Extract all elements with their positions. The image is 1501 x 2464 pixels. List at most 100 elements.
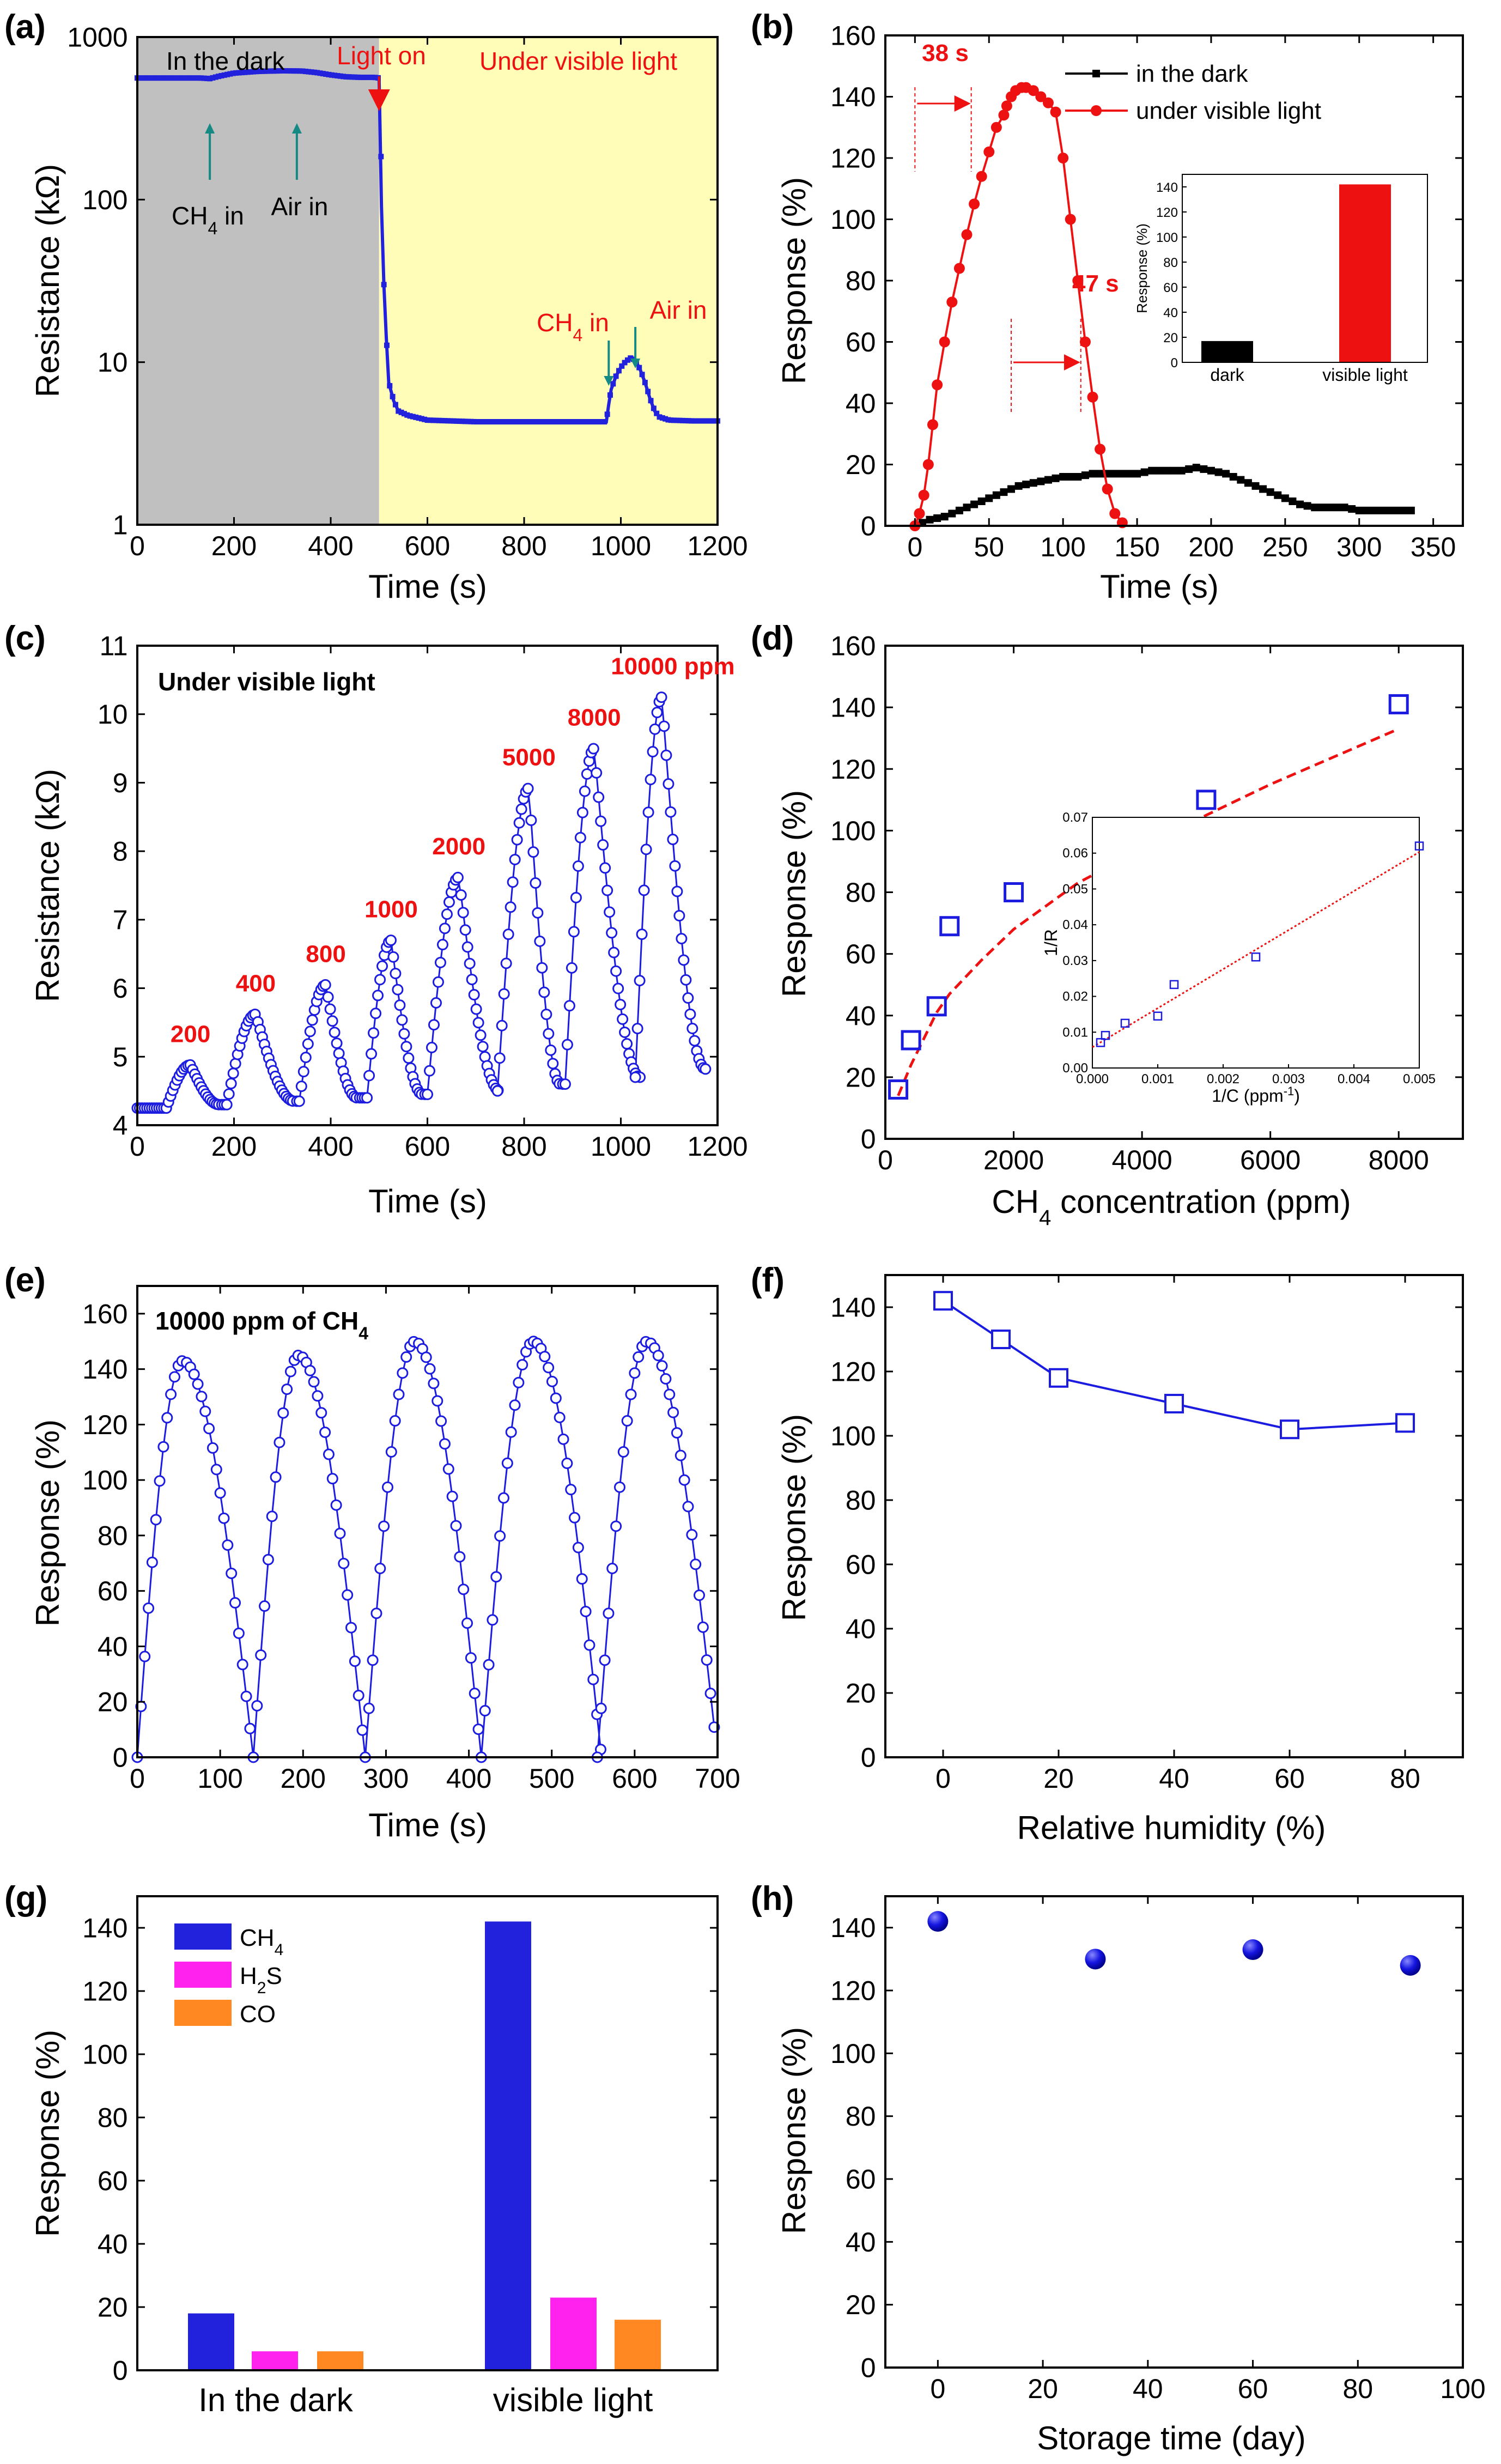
data-marker: [329, 1027, 341, 1039]
data-marker: [338, 1557, 350, 1569]
data-marker: [378, 154, 384, 160]
data-marker: [652, 1350, 664, 1362]
data-marker: [143, 1602, 155, 1614]
data-marker: [599, 419, 604, 425]
data-marker: [457, 907, 469, 919]
data-marker: [445, 418, 451, 424]
light-marker: [1050, 106, 1061, 118]
data-marker: [229, 1597, 241, 1609]
recovery-time-label: 47 s: [1072, 270, 1119, 297]
plot-frame: [136, 1285, 719, 1758]
data-marker: [157, 75, 163, 81]
data-marker: [168, 1371, 180, 1383]
data-marker: [527, 846, 539, 858]
data-marker: [550, 1392, 562, 1404]
y-tick-label: 100: [82, 1465, 127, 1496]
inset-y-tick-label: 20: [1163, 331, 1178, 345]
data-marker: [472, 1723, 484, 1735]
data-marker: [933, 1291, 953, 1311]
data-marker: [306, 69, 312, 75]
data-marker: [343, 74, 349, 80]
data-marker: [584, 1639, 595, 1651]
data-marker: [169, 75, 175, 81]
data-marker: [468, 418, 474, 424]
y-axis-label: Response (%): [776, 177, 812, 384]
x-tick-label: 150: [1114, 532, 1159, 562]
data-marker: [270, 1471, 282, 1483]
data-marker: [304, 1364, 316, 1376]
data-marker: [559, 1078, 571, 1090]
y-tick-label: 1: [113, 510, 128, 541]
panel-g: 0 20 40 60 80 100 120 140 In the dark visible lig…: [4, 1880, 719, 2418]
data-marker: [491, 1085, 503, 1097]
light-marker: [1065, 214, 1076, 225]
panel-label: (b): [751, 8, 794, 46]
plot-frame: [884, 1895, 1464, 2369]
data-marker: [1196, 790, 1217, 810]
data-marker: [229, 1058, 241, 1070]
light-marker: [983, 146, 995, 157]
inset-y-tick-label: 120: [1156, 205, 1178, 220]
data-marker: [674, 1449, 686, 1461]
y-tick-label: 120: [830, 754, 876, 785]
data-marker: [442, 418, 448, 424]
data-marker: [370, 1008, 382, 1019]
inset-marker: [1414, 841, 1424, 851]
peak-concentration-label: 1000: [364, 896, 418, 923]
data-marker: [595, 815, 607, 827]
data-marker: [422, 416, 428, 422]
data-marker: [308, 69, 314, 75]
data-marker: [701, 1654, 713, 1666]
data-marker: [645, 774, 657, 786]
data-marker: [381, 282, 387, 288]
data-marker: [420, 1351, 432, 1363]
data-marker: [939, 916, 960, 937]
data-marker: [546, 1375, 558, 1387]
bar: [550, 2297, 597, 2370]
data-marker: [255, 1649, 267, 1661]
data-marker: [468, 989, 480, 1001]
data-marker: [668, 417, 674, 423]
y-tick-label: 120: [82, 1976, 127, 2007]
panel-h: 0 20 40 60 80 100 0 20 40 60 80 100 120 140 (h) Respons…: [751, 1880, 1486, 2456]
data-marker: [137, 75, 143, 81]
x-axis-label: Relative humidity (%): [1017, 1810, 1326, 1846]
data-marker: [353, 1690, 364, 1702]
data-marker: [452, 871, 464, 883]
data-marker: [501, 1457, 513, 1469]
legend-swatch: [174, 2000, 232, 2026]
y-axis-label: Response (%): [776, 2027, 812, 2234]
data-marker: [638, 884, 650, 896]
data-marker: [520, 419, 526, 425]
x-tick-label: 100: [1440, 2374, 1485, 2404]
air-in-label-dark: Air in: [271, 192, 328, 221]
inset-y-tick-label: 40: [1163, 306, 1178, 320]
light-marker: [953, 263, 965, 274]
data-marker: [161, 1412, 173, 1424]
condition-note: 10000 ppm of CH4: [155, 1307, 368, 1343]
y-tick-label: 100: [830, 816, 876, 846]
data-marker: [407, 413, 413, 419]
data-marker: [434, 956, 446, 968]
data-marker: [1280, 1419, 1299, 1440]
data-marker: [453, 418, 459, 424]
data-marker: [314, 70, 320, 76]
data-marker: [686, 1023, 698, 1035]
data-marker: [259, 68, 265, 74]
data-marker: [428, 1377, 440, 1389]
x-tick-label: 40: [1159, 1763, 1189, 1794]
inset-y-tick-label: 0.04: [1062, 918, 1088, 932]
y-tick-label: 0: [861, 2353, 876, 2383]
data-marker: [475, 1029, 487, 1041]
data-marker: [659, 415, 665, 421]
data-marker: [648, 398, 654, 404]
data-marker: [320, 71, 326, 77]
data-marker: [606, 1562, 618, 1574]
data-marker: [210, 1464, 222, 1476]
panel-label: (d): [751, 620, 794, 657]
inset-x-tick-label: 0.005: [1403, 1072, 1436, 1087]
ch4-in-label-dark: CH4 in: [172, 202, 244, 238]
data-marker: [474, 419, 480, 425]
inset-y-tick-label: 140: [1156, 180, 1178, 195]
data-marker: [150, 1514, 162, 1526]
